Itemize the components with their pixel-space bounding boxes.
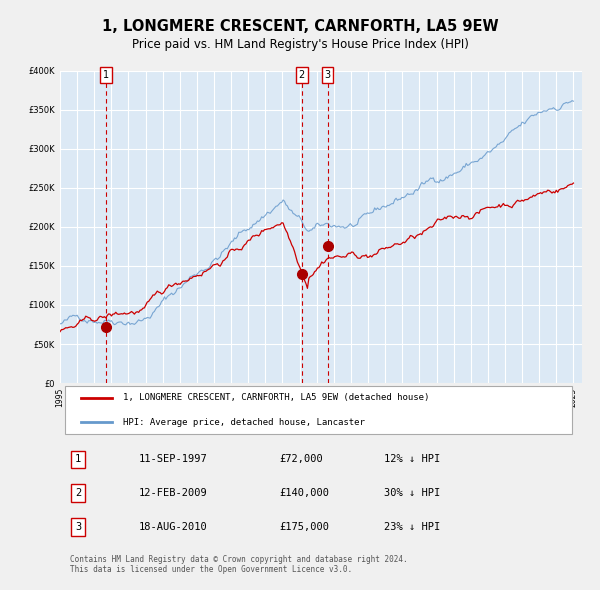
Text: 2: 2 bbox=[75, 488, 82, 498]
Text: Contains HM Land Registry data © Crown copyright and database right 2024.
This d: Contains HM Land Registry data © Crown c… bbox=[70, 555, 408, 574]
Text: 18-AUG-2010: 18-AUG-2010 bbox=[139, 522, 207, 532]
Text: 1, LONGMERE CRESCENT, CARNFORTH, LA5 9EW (detached house): 1, LONGMERE CRESCENT, CARNFORTH, LA5 9EW… bbox=[122, 393, 429, 402]
Text: 12% ↓ HPI: 12% ↓ HPI bbox=[383, 454, 440, 464]
Text: 11-SEP-1997: 11-SEP-1997 bbox=[139, 454, 207, 464]
Text: 1: 1 bbox=[75, 454, 82, 464]
Text: £72,000: £72,000 bbox=[279, 454, 323, 464]
Text: 3: 3 bbox=[75, 522, 82, 532]
Text: 3: 3 bbox=[325, 70, 331, 80]
Text: 2: 2 bbox=[299, 70, 305, 80]
Text: 1, LONGMERE CRESCENT, CARNFORTH, LA5 9EW: 1, LONGMERE CRESCENT, CARNFORTH, LA5 9EW bbox=[101, 19, 499, 34]
Text: £175,000: £175,000 bbox=[279, 522, 329, 532]
Text: 30% ↓ HPI: 30% ↓ HPI bbox=[383, 488, 440, 498]
Text: HPI: Average price, detached house, Lancaster: HPI: Average price, detached house, Lanc… bbox=[122, 418, 365, 427]
Text: 12-FEB-2009: 12-FEB-2009 bbox=[139, 488, 207, 498]
Text: Price paid vs. HM Land Registry's House Price Index (HPI): Price paid vs. HM Land Registry's House … bbox=[131, 38, 469, 51]
Text: 23% ↓ HPI: 23% ↓ HPI bbox=[383, 522, 440, 532]
Text: £140,000: £140,000 bbox=[279, 488, 329, 498]
Text: 1: 1 bbox=[103, 70, 109, 80]
FancyBboxPatch shape bbox=[65, 386, 572, 434]
